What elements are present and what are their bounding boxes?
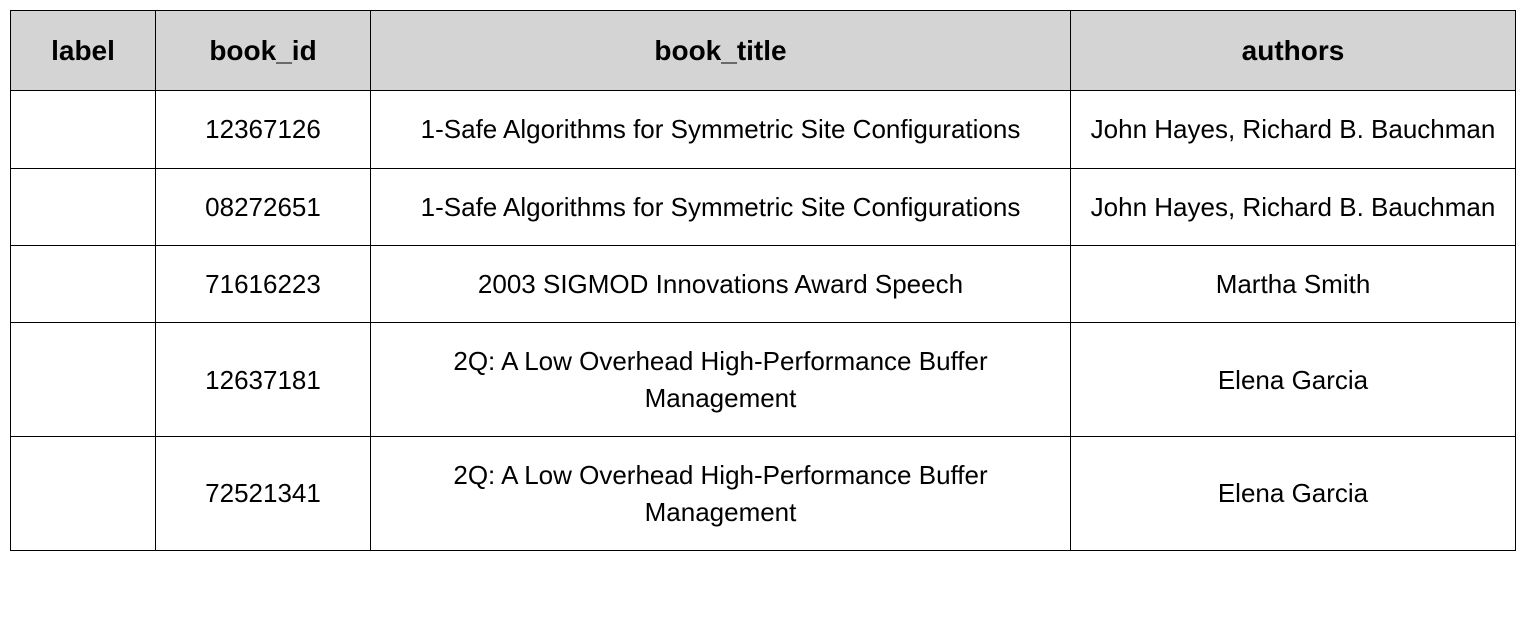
cell-book-title: 1-Safe Algorithms for Symmetric Site Con… [371, 91, 1071, 168]
table-row: 12637181 2Q: A Low Overhead High-Perform… [11, 323, 1516, 437]
cell-book-title: 2Q: A Low Overhead High-Performance Buff… [371, 323, 1071, 437]
data-table: label book_id book_title authors 1236712… [10, 10, 1516, 551]
cell-book-id: 71616223 [156, 245, 371, 322]
cell-label [11, 437, 156, 551]
cell-authors: Martha Smith [1071, 245, 1516, 322]
table-row: 72521341 2Q: A Low Overhead High-Perform… [11, 437, 1516, 551]
header-label: label [11, 11, 156, 91]
table-row: 71616223 2003 SIGMOD Innovations Award S… [11, 245, 1516, 322]
cell-book-id: 08272651 [156, 168, 371, 245]
header-book-id: book_id [156, 11, 371, 91]
cell-label [11, 245, 156, 322]
header-book-title: book_title [371, 11, 1071, 91]
cell-book-title: 2Q: A Low Overhead High-Performance Buff… [371, 437, 1071, 551]
cell-authors: Elena Garcia [1071, 323, 1516, 437]
cell-label [11, 91, 156, 168]
cell-book-id: 12367126 [156, 91, 371, 168]
table-row: 12367126 1-Safe Algorithms for Symmetric… [11, 91, 1516, 168]
cell-book-id: 72521341 [156, 437, 371, 551]
cell-authors: John Hayes, Richard B. Bauchman [1071, 91, 1516, 168]
table-header: label book_id book_title authors [11, 11, 1516, 91]
cell-label [11, 323, 156, 437]
cell-book-id: 12637181 [156, 323, 371, 437]
cell-authors: Elena Garcia [1071, 437, 1516, 551]
table-body: 12367126 1-Safe Algorithms for Symmetric… [11, 91, 1516, 551]
table-row: 08272651 1-Safe Algorithms for Symmetric… [11, 168, 1516, 245]
cell-authors: John Hayes, Richard B. Bauchman [1071, 168, 1516, 245]
header-authors: authors [1071, 11, 1516, 91]
cell-book-title: 1-Safe Algorithms for Symmetric Site Con… [371, 168, 1071, 245]
cell-label [11, 168, 156, 245]
cell-book-title: 2003 SIGMOD Innovations Award Speech [371, 245, 1071, 322]
header-row: label book_id book_title authors [11, 11, 1516, 91]
